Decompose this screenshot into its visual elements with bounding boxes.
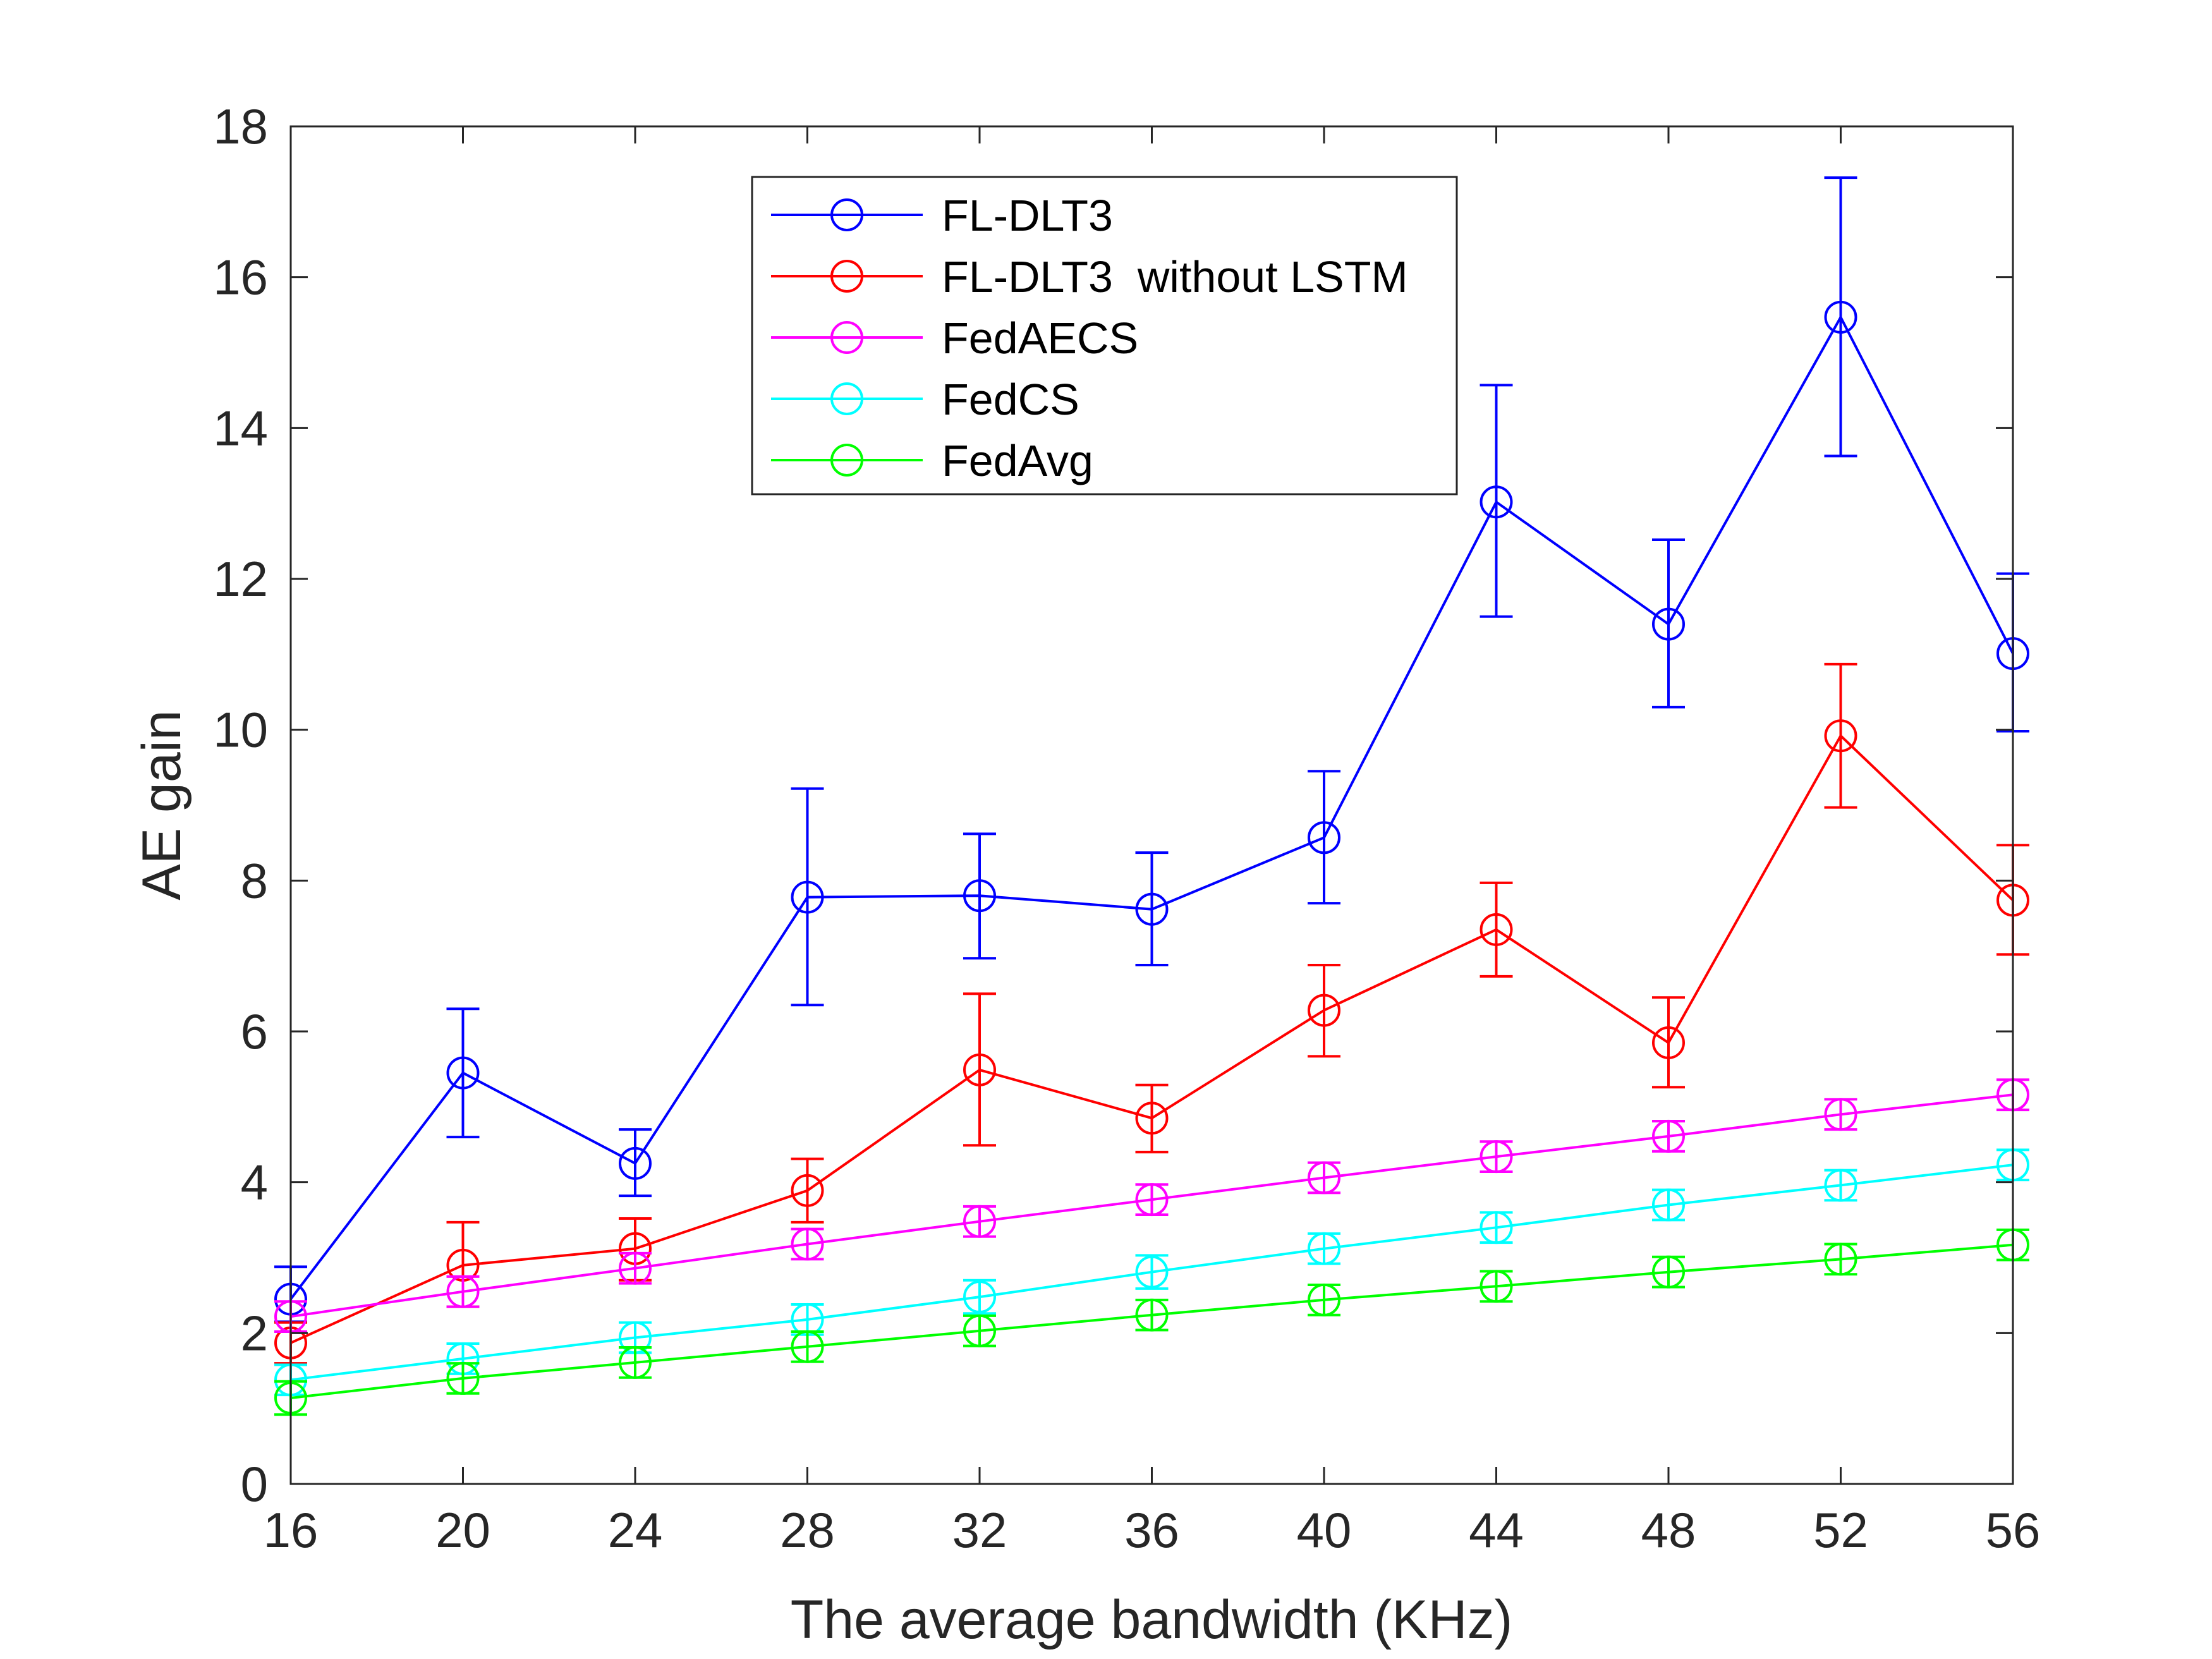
data-point	[963, 1280, 996, 1314]
x-tick-label: 48	[1641, 1502, 1696, 1558]
legend-swatch-marker	[830, 382, 863, 415]
data-point	[1824, 1169, 1857, 1202]
x-tick-label: 52	[1813, 1502, 1868, 1558]
y-axis-label: AE gain	[131, 710, 192, 900]
data-point	[791, 1330, 824, 1363]
data-point	[1135, 892, 1169, 926]
legend-label: FedCS	[942, 375, 1079, 424]
data-point	[1824, 300, 1857, 334]
y-tick-label: 6	[241, 1004, 268, 1059]
y-tick-label: 14	[213, 400, 268, 456]
legend-swatch-marker	[830, 260, 863, 293]
data-point	[446, 1056, 480, 1090]
x-tick-label: 32	[952, 1502, 1007, 1558]
data-point	[1824, 1098, 1857, 1131]
y-tick-label: 0	[241, 1456, 268, 1512]
data-point	[1480, 1211, 1513, 1244]
data-point	[1308, 1283, 1340, 1316]
legend-item: FedAECS	[771, 313, 1138, 363]
data-point	[1652, 1026, 1685, 1059]
y-tick-label: 10	[213, 702, 268, 758]
data-point	[1308, 821, 1340, 854]
legend-label: FL-DLT3	[942, 191, 1113, 240]
data-point	[1824, 1243, 1857, 1276]
x-tick-label: 44	[1469, 1502, 1524, 1558]
data-point	[1135, 1102, 1169, 1135]
y-tick-label: 4	[241, 1155, 268, 1210]
legend-item: FL-DLT3 without LSTM	[771, 252, 1408, 301]
data-point	[446, 1275, 480, 1308]
legend-swatch-marker	[830, 198, 863, 231]
x-tick-label: 36	[1124, 1502, 1179, 1558]
x-tick-label: 16	[264, 1502, 319, 1558]
data-point	[963, 1053, 996, 1086]
legend-box	[751, 176, 1458, 495]
data-point	[1308, 994, 1340, 1027]
data-point	[1652, 1188, 1685, 1222]
legend-item: FL-DLT3	[771, 191, 1113, 240]
data-point	[619, 1251, 652, 1285]
data-point	[446, 1361, 480, 1395]
data-point	[791, 1227, 824, 1261]
data-point	[1480, 913, 1513, 946]
data-point	[1480, 1140, 1513, 1174]
data-point	[791, 880, 824, 914]
data-point	[1480, 485, 1513, 519]
data-point	[963, 1205, 996, 1238]
data-point	[1135, 1298, 1169, 1332]
data-point	[1652, 1255, 1685, 1289]
series-2	[274, 1078, 2029, 1334]
x-tick-label: 56	[1986, 1502, 2041, 1558]
x-tick-label: 28	[780, 1502, 835, 1558]
data-point	[619, 1146, 652, 1180]
data-point	[963, 1314, 996, 1347]
data-point	[1480, 1270, 1513, 1303]
data-point	[619, 1346, 652, 1379]
legend-item: FedCS	[771, 375, 1079, 424]
x-tick-label: 24	[608, 1502, 663, 1558]
data-point	[1824, 719, 1857, 753]
data-point	[791, 1174, 824, 1207]
y-tick-label: 16	[213, 250, 268, 305]
legend-item: FedAvg	[771, 436, 1093, 485]
legend-label: FedAvg	[942, 436, 1093, 485]
series-4	[274, 1228, 2029, 1416]
data-point	[1652, 607, 1685, 641]
y-tick-label: 8	[241, 853, 268, 908]
x-axis-label: The average bandwidth (KHz)	[791, 1589, 1512, 1650]
data-point	[1652, 1119, 1685, 1153]
data-point	[1308, 1161, 1340, 1194]
legend-swatch-marker	[830, 321, 863, 354]
legend: FL-DLT3 FL-DLT3 without LSTM FedAECS FedCS F…	[751, 176, 1458, 495]
x-tick-label: 40	[1297, 1502, 1352, 1558]
data-point	[963, 879, 996, 913]
data-point	[1308, 1232, 1340, 1265]
legend-swatch-marker	[830, 444, 863, 477]
y-tick-label: 12	[213, 551, 268, 607]
legend-label: FL-DLT3 without LSTM	[942, 252, 1408, 301]
x-tick-label: 20	[435, 1502, 490, 1558]
data-point	[1135, 1255, 1169, 1289]
y-tick-label: 2	[241, 1305, 268, 1361]
data-point	[1135, 1183, 1169, 1217]
legend-label: FedAECS	[942, 313, 1138, 363]
y-tick-label: 18	[213, 99, 268, 154]
